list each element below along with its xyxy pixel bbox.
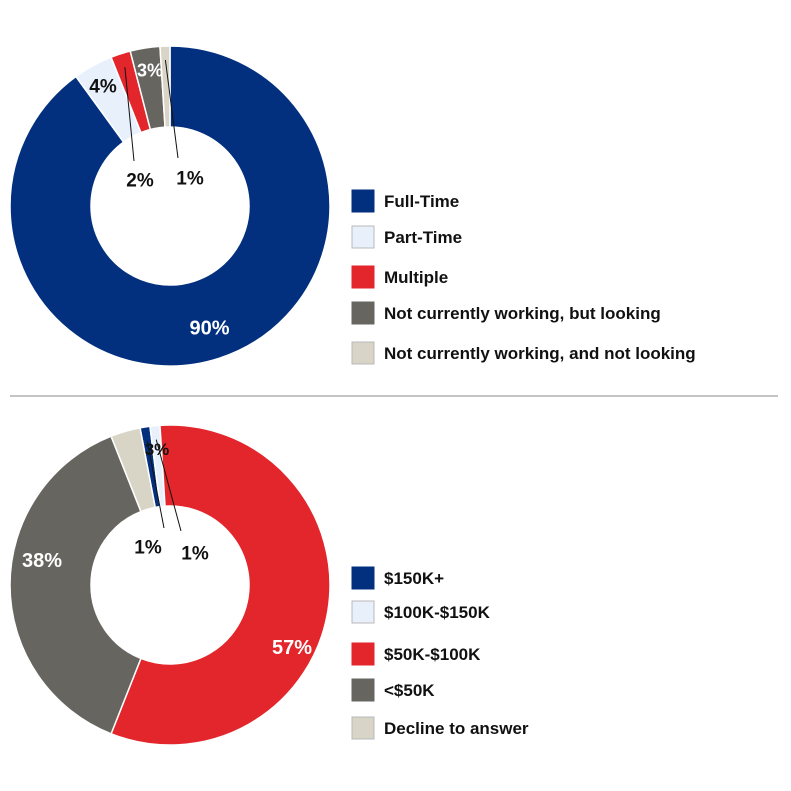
slice-1-5 [159,45,171,128]
legend-swatch-2-4 [351,678,375,702]
value-label-1-3: 2% [126,171,154,192]
slice-2-5 [110,426,157,513]
legend-swatch-1-1 [351,189,375,213]
slice-2-4 [9,435,142,735]
legend-label-1-3: Multiple [384,268,448,287]
leader-line-1-5 [164,60,179,159]
legend-swatch-2-5 [351,716,375,740]
value-label-1-4: 3% [137,60,163,80]
legend-label-1-5: Not currently working, and not looking [384,344,696,363]
value-label-2-1: 1% [134,538,162,559]
legend-label-1-1: Full-Time [384,192,459,211]
donut-chart-2: 1% 1% 57% 38% 3% [9,424,331,746]
legend-label-2-3: $50K-$100K [384,645,481,664]
slice-1-1 [9,45,331,367]
legend-label-2-2: $100K-$150K [384,603,491,622]
legend-1: Full-Time Part-Time Multiple Not currently … [351,189,696,365]
leader-line-2-1 [146,440,165,529]
legend-swatch-1-3 [351,265,375,289]
value-label-2-5: 3% [145,440,170,459]
legend-swatch-1-5 [351,341,375,365]
legend-swatch-2-2 [351,600,375,624]
legend-label-2-4: <$50K [384,681,435,700]
legend-2: $150K+ $100K-$150K $50K-$100K <$50K Decline … [351,566,529,740]
legend-label-2-1: $150K+ [384,569,444,588]
legend-swatch-1-4 [351,301,375,325]
value-label-2-4: 38% [22,550,62,572]
legend-label-1-4: Not currently working, but looking [384,304,661,323]
legend-swatch-2-1 [351,566,375,590]
slice-2-3 [110,424,331,746]
value-label-2-2: 1% [181,544,209,565]
value-label-1-2: 4% [89,77,117,98]
value-label-1-1: 90% [190,318,230,340]
legend-swatch-2-3 [351,642,375,666]
legend-label-1-2: Part-Time [384,228,462,247]
leader-line-1-3 [124,67,135,162]
value-label-2-3: 57% [272,637,312,659]
leader-line-2-2 [155,439,182,532]
legend-swatch-1-2 [351,225,375,249]
donut-chart-1: 90% 4% 2% 3% 1% [9,45,331,367]
legend-label-2-5: Decline to answer [384,719,529,738]
value-label-1-5: 1% [176,169,204,190]
